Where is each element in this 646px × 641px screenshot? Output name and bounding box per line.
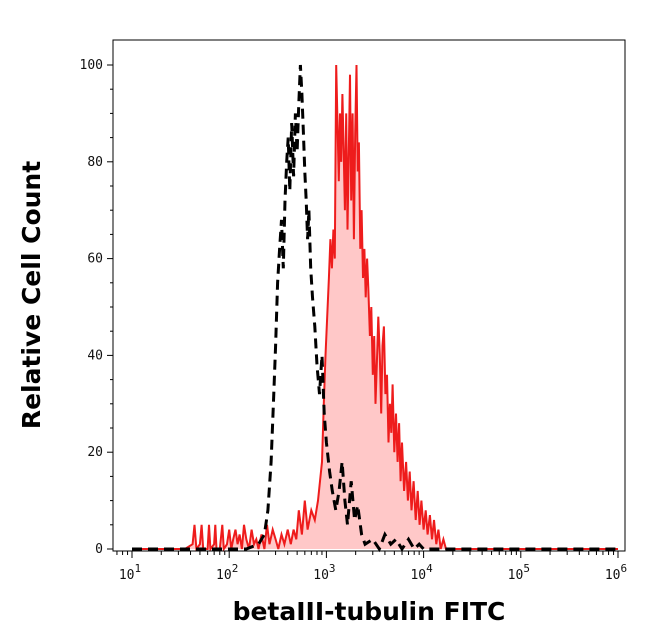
y-tick-label: 100 [80,58,103,73]
y-tick-label: 80 [87,155,103,170]
x-tick-label: 103 [313,562,335,583]
dashed-series-line [132,64,618,553]
x-tick-label: 104 [410,562,433,583]
red-series-line [132,64,618,553]
y-axis: 0 20 40 60 80 100 [80,58,113,557]
x-tick-label: 105 [508,562,530,583]
red-series-layer [132,64,618,553]
y-tick-label: 0 [95,542,103,557]
y-tick-label: 60 [87,252,103,267]
series-1-fill [132,65,618,549]
plot-frame [112,39,626,552]
y-tick-label: 20 [87,445,103,460]
x-axis-title: betaIII-tubulin FITC [233,597,506,626]
x-tick-label: 106 [605,562,627,583]
x-axis: 101 102 103 104 105 106 [116,551,627,583]
x-tick-label: 102 [216,562,238,583]
x-tick-label: 101 [119,562,141,583]
y-tick-label: 40 [87,348,103,363]
dashed-series-layer [132,64,618,553]
y-axis-title: Relative Cell Count [17,161,46,429]
